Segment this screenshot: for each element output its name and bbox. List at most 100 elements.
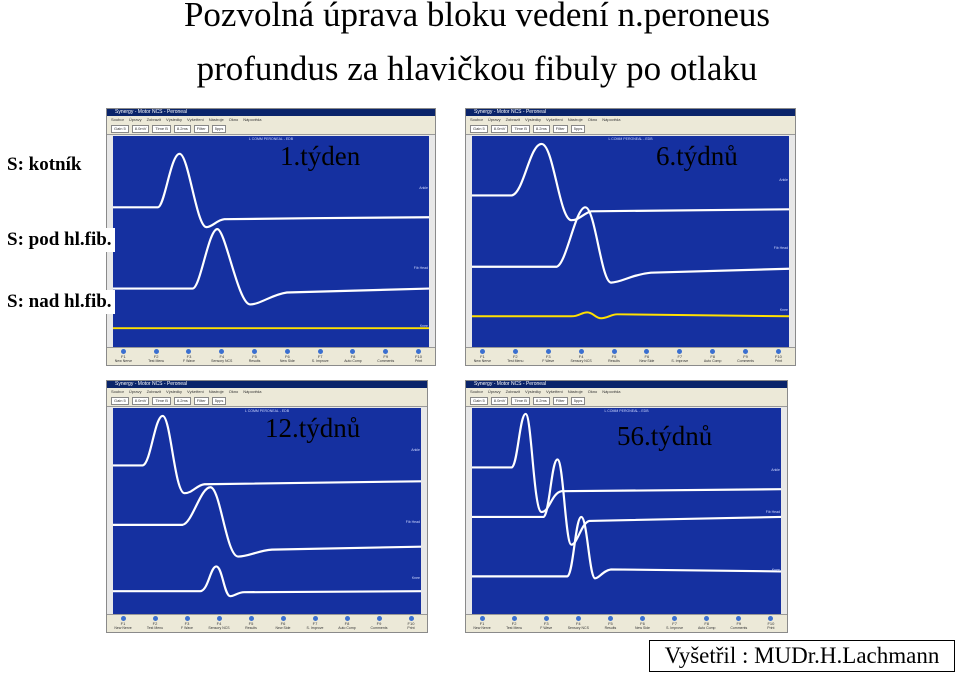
menu-item[interactable]: Výsledky <box>166 117 183 122</box>
menu-item[interactable]: Nástroje <box>567 389 583 394</box>
menu-item[interactable]: Zobrazit <box>505 117 521 122</box>
toolbar-field[interactable]: Time B <box>152 124 171 133</box>
toolbar-field[interactable]: 8.2ms <box>173 396 191 405</box>
menu-item[interactable]: Úpravy <box>128 389 142 394</box>
toolbar-field[interactable]: 5pps <box>211 396 227 405</box>
function-key-button[interactable]: F6 New Side <box>629 616 657 630</box>
function-key-button[interactable]: F1 New Nerve <box>468 616 496 630</box>
function-key-code: F8 <box>344 621 350 626</box>
menu-item[interactable]: Soubor <box>111 117 124 122</box>
menu-item[interactable]: Soubor <box>470 389 483 394</box>
menu-item[interactable]: Vyšetření <box>187 389 204 394</box>
function-key-button[interactable]: F4 Sensory NCS <box>205 616 233 630</box>
function-key-button[interactable]: F10 Print <box>405 349 433 363</box>
menu-item[interactable]: Úpravy <box>487 389 501 394</box>
menu-item[interactable]: Úpravy <box>487 117 501 122</box>
function-key-button[interactable]: F6 New Side <box>273 349 301 363</box>
menu-item[interactable]: Výsledky <box>166 389 183 394</box>
menu-item[interactable]: Nápověda <box>602 389 621 394</box>
menu-item[interactable]: Okno <box>228 117 239 122</box>
toolbar-field[interactable]: Gain 5 <box>470 396 488 405</box>
function-key-button[interactable]: F7 S. Improve <box>306 349 334 363</box>
function-key-button[interactable]: F7 S. Improve <box>666 349 694 363</box>
function-key-button[interactable]: F6 New Side <box>633 349 661 363</box>
function-key-button[interactable]: F5 Results <box>241 349 269 363</box>
menu-item[interactable]: Zobrazit <box>146 389 162 394</box>
function-key-button[interactable]: F2 Test Menu <box>500 616 528 630</box>
toolbar-field[interactable]: Gain 5 <box>470 124 488 133</box>
function-key-button[interactable]: F8 Auto Comp <box>693 616 721 630</box>
function-key-button[interactable]: F8 Auto Comp <box>339 349 367 363</box>
function-key-button[interactable]: F4 Sensory NCS <box>567 349 595 363</box>
emg-traces <box>113 152 429 330</box>
function-key-button[interactable]: F6 New Side <box>269 616 297 630</box>
function-key-button[interactable]: F5 Results <box>600 349 628 363</box>
toolbar-field[interactable]: Gain 5 <box>111 396 129 405</box>
toolbar-field[interactable]: 5pps <box>211 124 227 133</box>
function-key-button[interactable]: F8 Auto Comp <box>699 349 727 363</box>
function-key-button[interactable]: F7 S. Improve <box>301 616 329 630</box>
function-key-button[interactable]: F3 F Wave <box>532 616 560 630</box>
menu-item[interactable]: Vyšetření <box>546 389 563 394</box>
function-key-button[interactable]: F10 Print <box>397 616 425 630</box>
function-key-button[interactable]: F1 New Nerve <box>109 616 137 630</box>
function-key-icon <box>186 349 192 354</box>
toolbar-field[interactable]: Gain 5 <box>111 124 129 133</box>
function-key-button[interactable]: F4 Sensory NCS <box>564 616 592 630</box>
function-key-button[interactable]: F3 F Wave <box>534 349 562 363</box>
menu-item[interactable]: Výsledky <box>525 117 542 122</box>
function-key-button[interactable]: F3 F Wave <box>173 616 201 630</box>
toolbar-field[interactable]: 8.2ms <box>532 396 550 405</box>
menu-item[interactable]: Okno <box>587 117 598 122</box>
menu-item[interactable]: Vyšetření <box>546 117 563 122</box>
menu-item[interactable]: Okno <box>587 389 598 394</box>
toolbar-field[interactable]: Time B <box>152 396 171 405</box>
menu-item[interactable]: Vyšetření <box>187 117 204 122</box>
function-key-button[interactable]: F2 Test Menu <box>501 349 529 363</box>
menu-item[interactable]: Nápověda <box>602 117 621 122</box>
function-key-button[interactable]: F3 F Wave <box>175 349 203 363</box>
toolbar-field[interactable]: 5pps <box>570 124 586 133</box>
toolbar-field[interactable]: 8.0mV <box>490 124 509 133</box>
menu-item[interactable]: Zobrazit <box>146 117 162 122</box>
function-key-button[interactable]: F1 New Nerve <box>468 349 496 363</box>
toolbar-field[interactable]: Time B <box>511 124 530 133</box>
function-key-button[interactable]: F7 S. Improve <box>661 616 689 630</box>
menu-item[interactable]: Soubor <box>470 117 483 122</box>
toolbar-field[interactable]: 8.2ms <box>173 124 191 133</box>
function-key-button[interactable]: F2 Test Menu <box>141 616 169 630</box>
toolbar-field[interactable]: Filter <box>193 396 209 405</box>
menu-item[interactable]: Úpravy <box>128 117 142 122</box>
menu-item[interactable]: Nástroje <box>567 117 583 122</box>
menu-item[interactable]: Nápověda <box>243 117 262 122</box>
toolbar-field[interactable]: 8.2ms <box>532 124 550 133</box>
week-label-1: 1.týden <box>280 141 361 171</box>
toolbar-field[interactable]: 8.0mV <box>131 124 150 133</box>
menu-item[interactable]: Nápověda <box>243 389 262 394</box>
function-key-button[interactable]: F1 New Nerve <box>109 349 137 363</box>
menu-item[interactable]: Zobrazit <box>505 389 521 394</box>
menu-item[interactable]: Nástroje <box>208 389 224 394</box>
function-key-button[interactable]: F8 Auto Comp <box>333 616 361 630</box>
function-key-button[interactable]: F10 Print <box>764 349 792 363</box>
menu-item[interactable]: Nástroje <box>208 117 224 122</box>
menu-item[interactable]: Výsledky <box>525 389 542 394</box>
function-key-button[interactable]: F9 Comments <box>725 616 753 630</box>
function-key-button[interactable]: F4 Sensory NCS <box>208 349 236 363</box>
menu-item[interactable]: Soubor <box>111 389 124 394</box>
toolbar-field[interactable]: 8.0mV <box>490 396 509 405</box>
function-key-button[interactable]: F9 Comments <box>365 616 393 630</box>
function-key-button[interactable]: F5 Results <box>596 616 624 630</box>
menu-item[interactable]: Okno <box>228 389 239 394</box>
function-key-button[interactable]: F9 Comments <box>372 349 400 363</box>
toolbar-field[interactable]: Filter <box>552 396 568 405</box>
function-key-button[interactable]: F5 Results <box>237 616 265 630</box>
toolbar-field[interactable]: Time B <box>511 396 530 405</box>
function-key-button[interactable]: F9 Comments <box>732 349 760 363</box>
toolbar-field[interactable]: Filter <box>552 124 568 133</box>
toolbar-field[interactable]: 5pps <box>570 396 586 405</box>
toolbar-field[interactable]: 8.0mV <box>131 396 150 405</box>
function-key-button[interactable]: F2 Test Menu <box>142 349 170 363</box>
function-key-button[interactable]: F10 Print <box>757 616 785 630</box>
toolbar-field[interactable]: Filter <box>193 124 209 133</box>
